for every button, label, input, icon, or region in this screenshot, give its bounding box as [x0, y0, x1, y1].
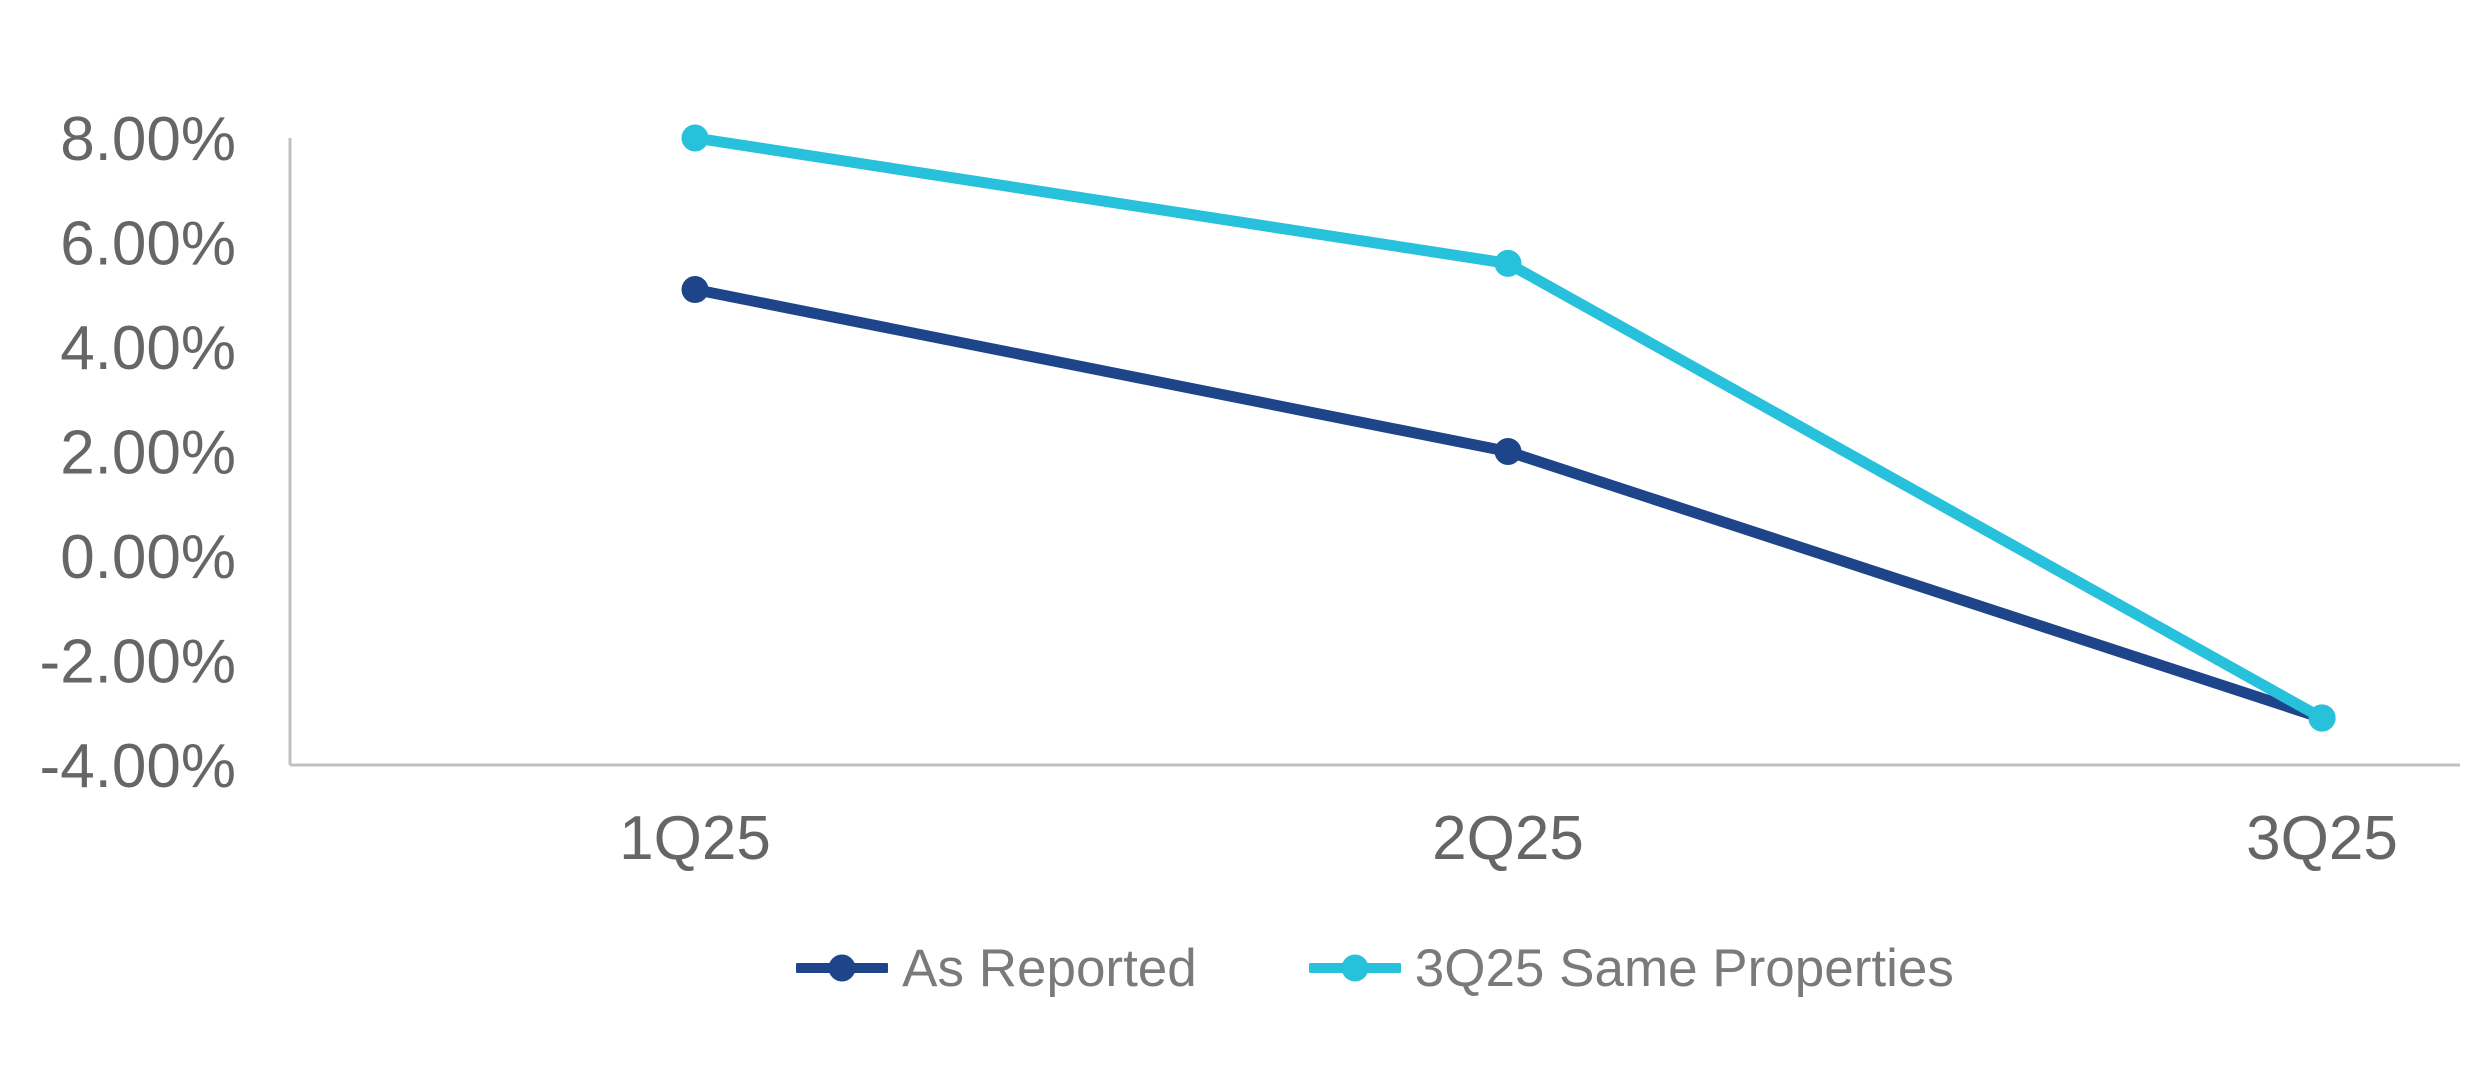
legend-item-as-reported: As Reported — [796, 938, 1197, 999]
series-line-as-reported — [689, 284, 2328, 724]
line-marker-icon — [1308, 954, 1401, 982]
y-axis-tick-label-4-00: 4.00% — [60, 314, 236, 383]
y-axis-tick-label-8-00: 8.00% — [60, 105, 236, 174]
y-axis-tick-label-4-00: -4.00% — [40, 732, 236, 801]
data-point-as-reported-2q25 — [1494, 438, 1522, 465]
chart-legend: As Reported 3Q25 Same Properties — [290, 926, 2460, 1010]
x-axis-category-label-3q25: 3Q25 — [2246, 804, 2398, 873]
data-point-3q25-same-properties-2q25 — [1494, 249, 1522, 277]
y-axis-tick-label-2-00: 2.00% — [60, 419, 236, 488]
series-line-3q25-same-properties — [689, 132, 2328, 724]
y-axis-tick-label-0-00: 0.00% — [60, 523, 236, 592]
legend-label-3q25-same-properties: 3Q25 Same Properties — [1414, 938, 1954, 998]
y-axis-tick-label-6-00: 6.00% — [60, 210, 236, 279]
legend-label-as-reported: As Reported — [902, 938, 1197, 998]
data-point-3q25-same-properties-1q25 — [681, 124, 709, 152]
line-marker-icon — [796, 954, 889, 982]
x-axis-category-label-2q25: 2Q25 — [1432, 804, 1584, 873]
legend-item-3q25-same-properties: 3Q25 Same Properties — [1308, 938, 1954, 999]
y-axis-tick-label-2-00: -2.00% — [40, 628, 236, 697]
data-point-as-reported-1q25 — [681, 276, 709, 304]
data-point-3q25-same-properties-3q25 — [2308, 704, 2336, 732]
x-axis-category-label-1q25: 1Q25 — [619, 804, 771, 873]
